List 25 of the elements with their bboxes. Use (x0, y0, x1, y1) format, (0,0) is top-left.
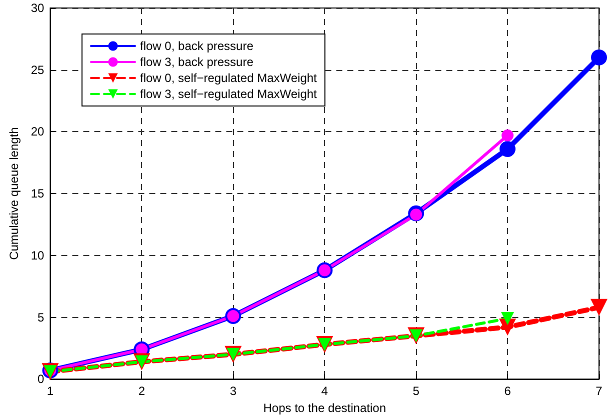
x-tick-label: 1 (46, 384, 54, 398)
point (500, 141, 516, 158)
y-tick-label: 15 (30, 186, 45, 201)
x-tick-label: 3 (230, 384, 237, 398)
legend-label: flow 0, back pressure (140, 39, 254, 53)
y-axis-title: Cumulative queue length (7, 127, 21, 260)
point (591, 49, 607, 66)
y-tick-label: 30 (30, 1, 45, 15)
y-tick-label: 25 (30, 62, 45, 77)
point (590, 298, 608, 316)
y-tick-label: 10 (30, 248, 45, 262)
y-tick-label: 0 (38, 372, 45, 386)
legend-label: flow 3, back pressure (140, 55, 254, 69)
point (502, 129, 514, 142)
y-tick-label: 5 (38, 310, 45, 324)
legend-label: flow 3, self−regulated MaxWeight (140, 87, 318, 101)
x-tick-label: 7 (596, 384, 603, 398)
y-tick-label: 20 (30, 124, 45, 139)
point (501, 312, 514, 325)
x-tick-label: 2 (138, 384, 146, 398)
x-axis-title: Hops to the destination (263, 401, 386, 415)
x-tick-label: 4 (321, 384, 328, 398)
x-tick-label: 5 (412, 384, 420, 398)
legend-label: flow 0, self−regulated MaxWeight (140, 71, 318, 85)
x-tick-label: 6 (504, 384, 512, 398)
